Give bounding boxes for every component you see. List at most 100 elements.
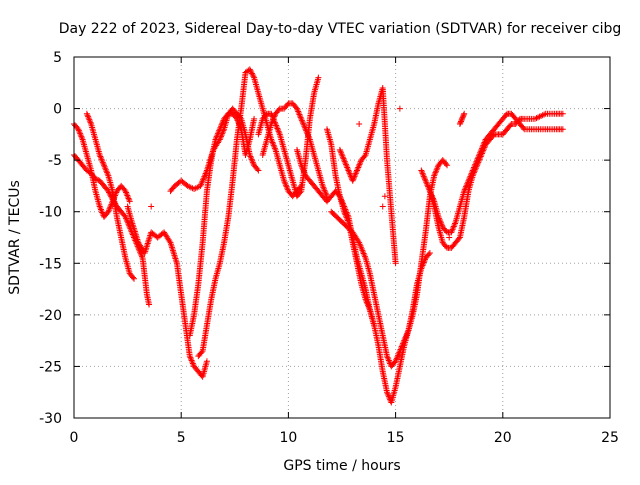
data-point [282,180,289,187]
data-point [396,347,403,354]
data-point [297,189,304,196]
data-point [297,112,304,119]
y-tick-label: 0 [53,102,62,118]
data-point [450,224,457,231]
data-point [217,124,224,131]
data-point [394,353,401,360]
data-point [437,219,444,226]
data-point [460,113,467,120]
data-point [86,116,93,123]
data-point [384,389,391,396]
data-point [237,124,244,131]
data-point [474,162,481,169]
data-point [399,340,406,347]
data-point [426,186,433,193]
data-point [458,117,465,124]
y-tick-label: -5 [48,153,62,169]
data-point [385,356,392,363]
data-point [262,112,269,119]
data-point [354,165,361,172]
x-tick-label: 20 [494,430,512,446]
data-point [480,146,487,153]
data-point [269,118,276,125]
data-point [186,353,193,360]
data-point [446,234,453,241]
data-point [385,393,392,400]
data-point [366,305,373,312]
data-point [396,349,403,356]
data-point [124,219,131,226]
data-point [301,124,308,131]
data-point [356,161,363,168]
data-point [473,163,480,170]
data-point [470,171,477,178]
data-point [338,149,345,156]
data-point [276,129,283,136]
data-point [398,343,405,350]
data-point [356,121,363,128]
data-point [341,158,348,165]
data-point [431,172,438,179]
data-point [393,356,400,363]
data-point [424,182,431,189]
data-point [469,172,476,179]
data-point [384,390,391,397]
data-point [344,165,351,172]
data-point [86,118,93,125]
data-point [97,206,104,213]
data-point [320,185,327,192]
series-isolated [148,105,453,241]
data-point [475,157,482,164]
data-point [249,157,256,164]
data-point [452,220,459,227]
data-point [448,227,455,234]
data-point [233,115,240,122]
data-point [301,123,308,130]
data-point [365,302,372,309]
data-point [461,110,468,117]
data-point [305,132,312,139]
data-point [300,120,307,127]
data-point [480,147,487,154]
data-point [403,333,410,340]
data-point [131,275,138,282]
data-point [123,189,130,196]
data-point [355,164,362,171]
data-point [122,188,129,195]
data-point [187,354,194,361]
data-point [124,193,131,200]
data-point [343,214,350,221]
data-point [337,148,344,155]
data-point [515,117,522,124]
data-point [397,346,404,353]
data-point [362,296,369,303]
data-point [198,349,205,356]
data-point [357,160,364,167]
data-point [322,190,329,197]
data-point [444,162,451,169]
data-point [404,330,411,337]
data-point [339,154,346,161]
data-point [99,209,106,216]
data-point [355,238,362,245]
data-point [102,166,109,173]
data-point [401,336,408,343]
data-point [298,162,305,169]
data-point [384,354,391,361]
data-point [476,156,483,163]
data-point [122,213,129,220]
data-point [339,152,346,159]
data-point [96,151,103,158]
data-point [401,337,408,344]
data-point [399,342,406,349]
data-point [78,133,85,140]
data-point [398,345,405,352]
data-point [395,350,402,357]
series-track-p [456,110,468,128]
data-point [448,229,455,236]
data-point [87,119,94,126]
data-point [219,118,226,125]
data-point [355,163,362,170]
data-point [474,160,481,167]
